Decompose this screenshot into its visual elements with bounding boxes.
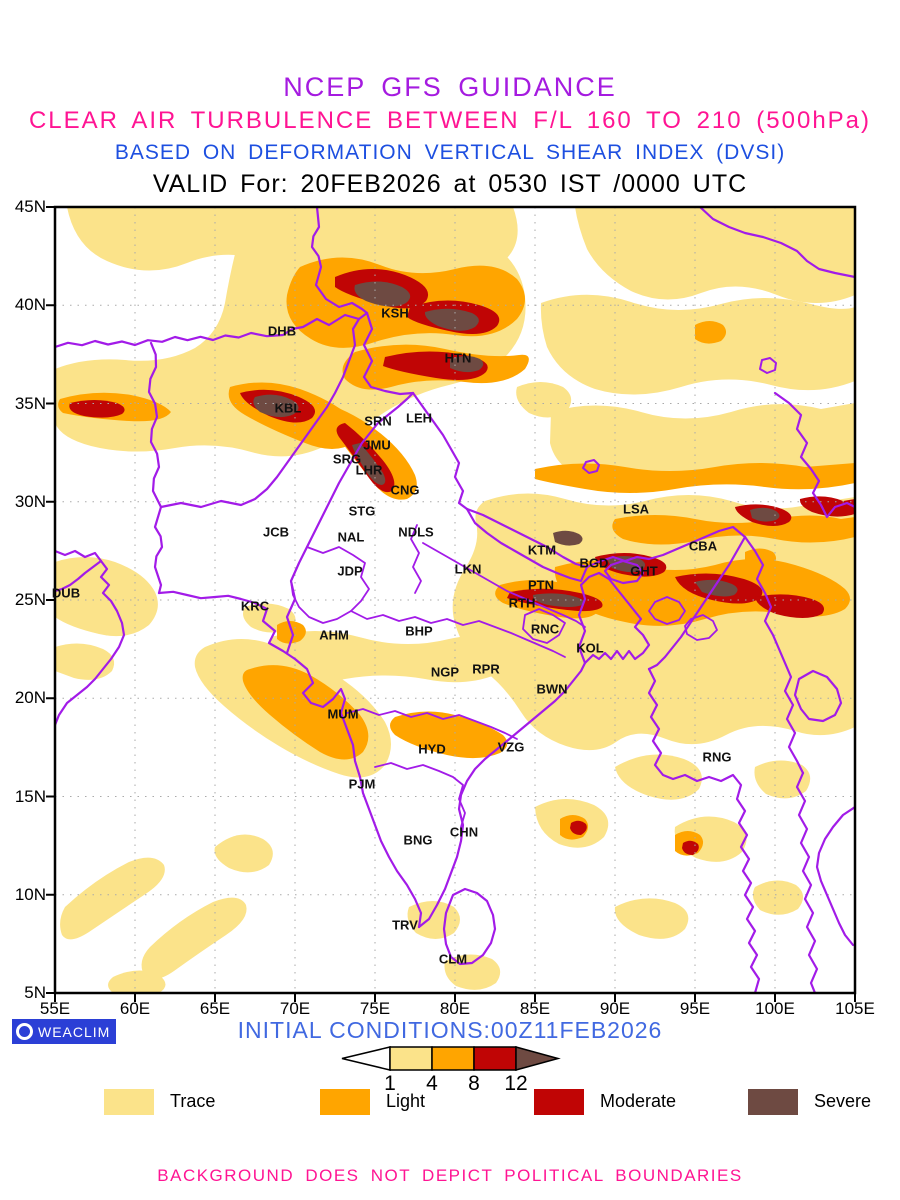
station-label-dhb: DHB xyxy=(267,323,297,339)
disclaimer-text: BACKGROUND DOES NOT DEPICT POLITICAL BOU… xyxy=(157,1166,743,1185)
legend-swatch-moderate xyxy=(534,1089,584,1115)
legend-label-severe: Severe xyxy=(814,1091,872,1111)
station-label-chn: CHN xyxy=(449,824,479,840)
station-label-jdp: JDP xyxy=(337,563,363,579)
colorbar-light-cell xyxy=(431,1046,475,1071)
station-label-hyd: HYD xyxy=(418,741,446,757)
x-tick-label: 75E xyxy=(359,999,391,1018)
chart-subtitle-index: BASED ON DEFORMATION VERTICAL SHEAR INDE… xyxy=(114,141,786,164)
station-label-ptn: PTN xyxy=(528,577,554,593)
x-tick-label: 60E xyxy=(119,999,151,1018)
station-label-nal: NAL xyxy=(337,529,365,545)
station-label-ahm: AHM xyxy=(319,627,349,643)
y-tick-label: 25N xyxy=(14,590,46,609)
x-tick-label: 55E xyxy=(39,999,71,1018)
y-tick-label: 40N xyxy=(14,295,46,315)
legend-swatch-severe xyxy=(748,1089,798,1115)
station-label-vzg: VZG xyxy=(497,739,525,755)
severe-turbulence-layer xyxy=(253,281,780,607)
colorbar-left-arrow xyxy=(341,1046,391,1071)
colorbar-tick-label: 12 xyxy=(504,1072,528,1095)
station-label-bng: BNG xyxy=(403,832,433,848)
colorbar-right-arrow xyxy=(515,1046,561,1071)
station-label-kbl: KBL xyxy=(274,400,302,416)
colorbar-tick-label: 1 xyxy=(384,1072,396,1095)
station-label-cba: CBA xyxy=(688,538,718,554)
x-tick-label: 100E xyxy=(755,999,795,1018)
station-label-rpr: RPR xyxy=(472,661,500,677)
legend-swatch-light xyxy=(320,1089,370,1115)
legend-swatch-trace xyxy=(104,1089,154,1115)
x-tick-label: 90E xyxy=(599,999,631,1018)
legend-label-light: Light xyxy=(386,1091,426,1111)
station-label-dub: DUB xyxy=(51,585,81,601)
y-tick-label: 5N xyxy=(24,983,46,1002)
colorbar-tick-label: 4 xyxy=(426,1072,438,1095)
station-label-rng: RNG xyxy=(702,749,732,765)
station-label-rth: RTH xyxy=(508,595,536,611)
station-label-srn: SRN xyxy=(364,413,392,429)
x-tick-label: 70E xyxy=(279,999,311,1018)
y-tick-label: 45N xyxy=(14,197,46,216)
station-label-stg: STG xyxy=(348,503,376,519)
station-label-leh: LEH xyxy=(406,410,432,426)
legend-label-trace: Trace xyxy=(170,1091,216,1111)
station-label-ndls: NDLS xyxy=(398,524,434,540)
station-label-ktm: KTM xyxy=(527,542,557,558)
colorbar-trace-cell xyxy=(389,1046,433,1071)
x-tick-label: 65E xyxy=(199,999,231,1018)
station-label-ksh: KSH xyxy=(381,305,409,321)
station-label-bwn: BWN xyxy=(536,681,568,697)
station-label-bgd: BGD xyxy=(579,555,609,571)
y-tick-label: 15N xyxy=(14,786,46,806)
station-label-jcb: JCB xyxy=(262,524,290,540)
chart-subtitle-turbulence: CLEAR AIR TURBULENCE BETWEEN F/L 160 TO … xyxy=(28,107,872,134)
legend-label-moderate: Moderate xyxy=(600,1091,677,1111)
station-label-cng: CNG xyxy=(390,482,420,498)
axis-ticks xyxy=(46,206,856,1002)
station-label-pjm: PJM xyxy=(348,776,376,792)
station-label-lhr: LHR xyxy=(355,462,383,478)
station-label-clm: CLM xyxy=(438,951,468,967)
station-label-lsa: LSA xyxy=(623,501,649,517)
political-boundaries xyxy=(55,207,855,993)
station-label-jmu: JMU xyxy=(363,437,391,453)
weaclim-logo-text: WEACLIM xyxy=(38,1023,111,1040)
y-tick-label: 20N xyxy=(14,688,46,708)
station-label-srg: SRG xyxy=(332,451,362,467)
y-tick-label: 30N xyxy=(14,491,46,511)
station-label-htn: HTN xyxy=(444,350,472,366)
turbulence-colorbar xyxy=(341,1046,561,1071)
station-label-ngp: NGP xyxy=(430,664,460,680)
x-tick-label: 85E xyxy=(519,999,551,1018)
y-tick-label: 35N xyxy=(14,393,46,413)
map-frame xyxy=(53,205,857,995)
y-tick-label: 10N xyxy=(14,884,46,904)
colorbar-tick-label: 8 xyxy=(468,1072,480,1095)
station-label-kol: KOL xyxy=(576,640,604,656)
x-tick-label: 105E xyxy=(835,999,875,1018)
x-tick-label: 80E xyxy=(439,999,471,1018)
station-label-rnc: RNC xyxy=(530,621,560,637)
station-label-bhp: BHP xyxy=(405,623,433,639)
station-label-ght: GHT xyxy=(630,563,658,579)
station-label-krc: KRC xyxy=(240,598,270,614)
weaclim-ring-icon xyxy=(16,1023,33,1040)
initial-conditions-label: INITIAL CONDITIONS:00Z11FEB2026 xyxy=(237,1017,663,1043)
station-label-mum: MUM xyxy=(327,706,359,722)
weaclim-logo: WEACLIM xyxy=(12,1019,116,1044)
x-tick-label: 95E xyxy=(679,999,711,1018)
page-title: NCEP GFS GUIDANCE xyxy=(283,72,617,102)
station-label-lkn: LKN xyxy=(454,561,482,577)
turbulence-map xyxy=(46,205,857,1002)
colorbar-moderate-cell xyxy=(473,1046,517,1071)
station-label-trv: TRV xyxy=(392,917,418,933)
valid-time-label: VALID For: 20FEB2026 at 0530 IST /0000 U… xyxy=(152,170,748,198)
